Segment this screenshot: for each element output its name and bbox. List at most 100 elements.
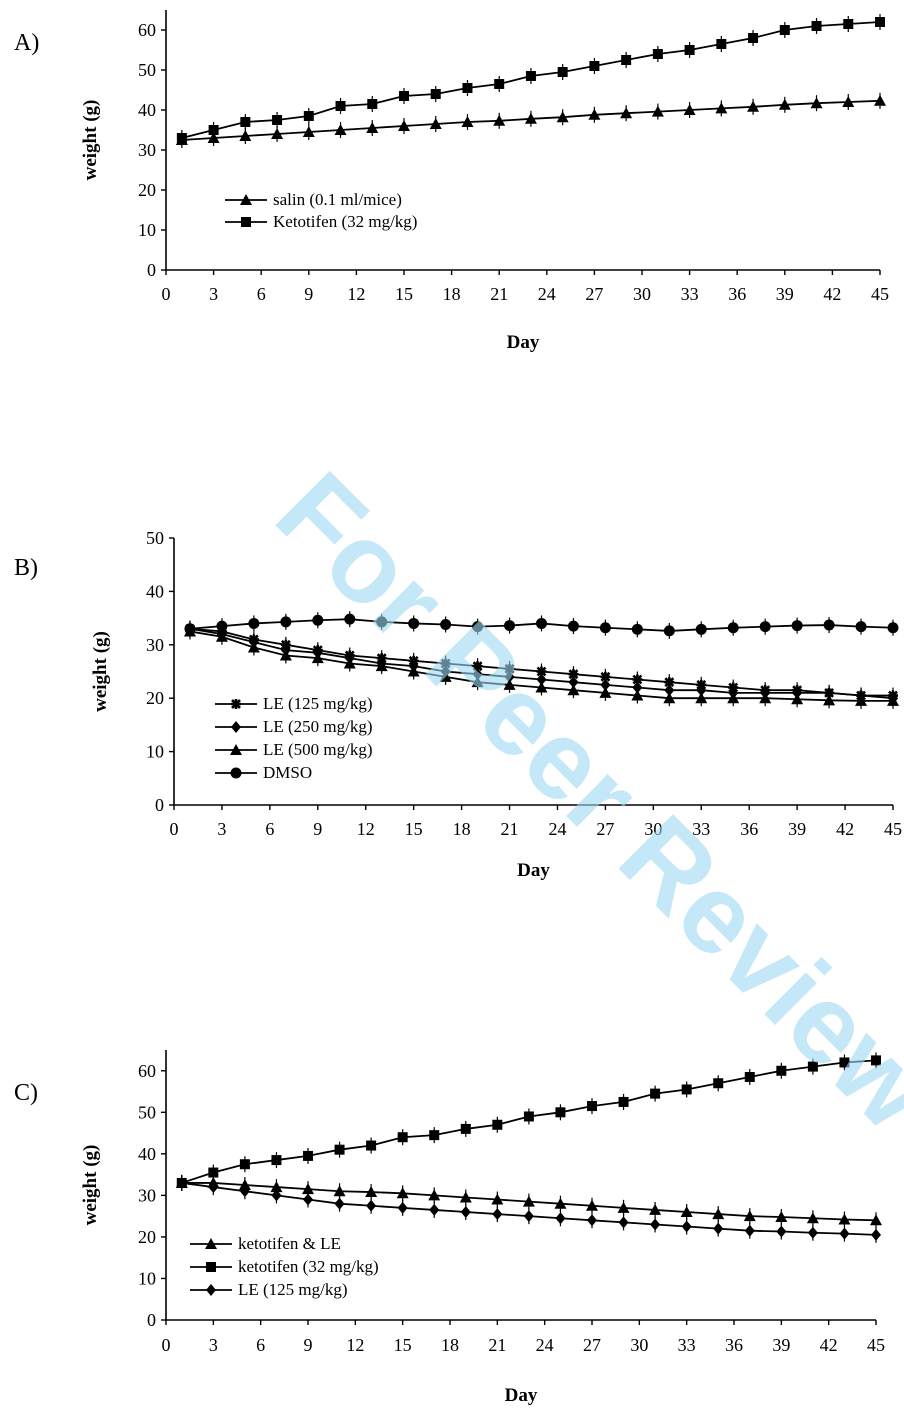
watermark: For Peer Review [253,449,904,1154]
data-point [716,39,727,49]
data-point [523,1210,534,1223]
data-point [271,128,284,139]
legend-marker [240,194,252,205]
data-point [600,678,611,691]
data-point [776,1065,787,1076]
data-point [759,692,772,704]
data-point [366,1140,377,1151]
legend-label: Ketotifen (32 mg/kg) [273,212,417,231]
data-point [239,1159,250,1170]
x-tick-label: 6 [265,819,274,839]
x-tick-label: 24 [548,819,566,839]
data-point [408,617,420,629]
data-point [680,1206,693,1217]
data-point [216,620,228,632]
x-tick-label: 18 [441,1335,459,1355]
data-point [492,1119,503,1130]
x-tick-label: 33 [681,284,699,304]
x-tick-label: 21 [488,1335,506,1355]
y-tick-label: 30 [138,1185,156,1205]
data-point [524,112,537,124]
data-point [462,83,473,93]
data-point [586,1199,598,1211]
data-point [839,1227,850,1240]
data-point [713,1222,724,1235]
y-tick-label: 60 [138,20,156,40]
data-point [555,1107,566,1118]
data-point [208,1181,219,1194]
legend: LE (125 mg/kg) LE (250 mg/kg) LE (500 mg/k… [215,694,373,782]
data-point [632,681,643,694]
data-point [440,658,451,669]
y-tick-label: 0 [155,795,164,815]
data-point [621,55,632,65]
data-point [683,104,696,115]
data-point [681,1220,692,1233]
data-point [239,1185,250,1198]
data-point [397,1132,408,1143]
legend-label: DMSO [263,763,312,782]
data-point [887,694,899,706]
x-tick-label: 18 [443,284,461,304]
data-point [556,111,569,123]
data-point [599,686,612,698]
data-point [333,1185,346,1197]
data-point [523,1111,534,1122]
y-axis-label: weight (g) [90,631,111,712]
data-point [855,694,868,706]
data-point [618,1096,629,1107]
y-tick-label: 20 [146,688,164,708]
data-point [823,694,836,706]
legend-label: ketotifen (32 mg/kg) [238,1257,379,1276]
data-point [743,1210,756,1222]
data-point [429,1203,440,1216]
data-point [871,1055,881,1066]
data-point [440,619,452,631]
data-point [208,125,219,135]
series-3 [176,1174,881,1243]
x-tick-label: 15 [395,284,413,304]
x-tick-label: 45 [871,284,889,304]
y-tick-label: 60 [138,1061,156,1081]
data-point [842,96,855,107]
data-point [240,117,251,127]
data-point [747,100,760,112]
x-tick-label: 36 [740,819,758,839]
data-point [461,116,474,127]
data-point [312,614,324,626]
x-tick-label: 12 [346,1335,364,1355]
data-point [208,1167,219,1178]
data-point [280,616,292,628]
data-point [271,1189,282,1202]
data-point [806,1212,819,1224]
x-tick-label: 33 [678,1335,696,1355]
data-point [759,621,771,633]
data-point [247,641,260,653]
x-tick-label: 12 [347,284,365,304]
data-point [303,1193,313,1206]
data-point [871,1228,881,1241]
data-point [632,674,643,685]
x-tick-label: 3 [209,1335,218,1355]
data-point [343,657,356,669]
y-tick-label: 10 [146,742,164,762]
data-point [589,61,600,71]
data-point [650,1218,661,1231]
data-point [491,1193,504,1205]
legend-label: LE (125 mg/kg) [263,694,373,713]
y-tick-label: 0 [147,1310,156,1330]
data-point [535,617,547,629]
data-point [184,623,196,635]
data-point [271,1155,282,1166]
data-point [535,681,548,693]
data-point [398,120,410,131]
data-point [838,1213,851,1225]
legend-marker [241,217,251,227]
x-tick-label: 24 [536,1335,554,1355]
data-point [567,684,580,696]
data-point [618,1216,629,1229]
data-point [568,676,579,689]
legend-label: LE (125 mg/kg) [238,1280,348,1299]
data-point [376,616,388,628]
